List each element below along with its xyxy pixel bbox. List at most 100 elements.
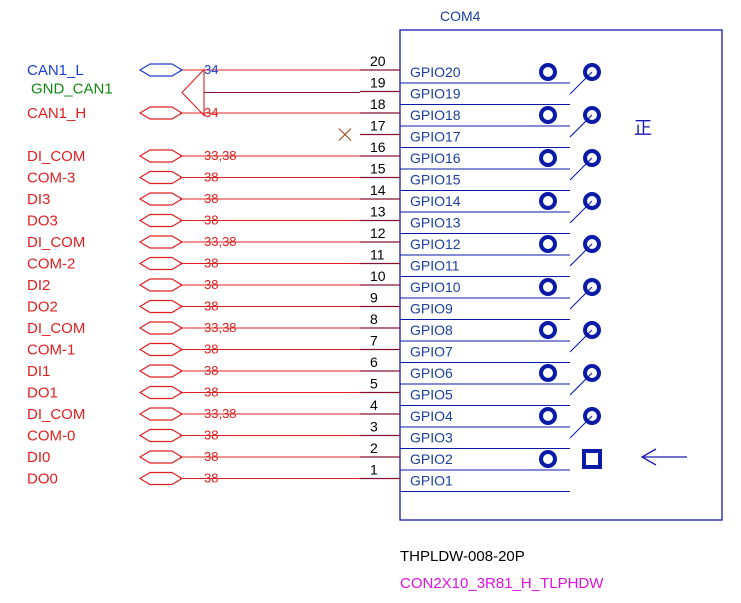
off-page-connector-icon[interactable] — [138, 213, 184, 228]
pin-number: 14 — [370, 182, 386, 198]
off-page-connector-icon[interactable] — [138, 192, 184, 206]
net-label: DI_COM — [27, 148, 85, 165]
pin-name: GPIO9 — [410, 301, 453, 317]
part-number-label: THPLDW-008-20P — [400, 548, 525, 565]
off-page-connector-icon[interactable] — [138, 407, 184, 421]
pin-row-1: 1 GPIO1 DO0 38 — [27, 462, 570, 493]
off-page-connector-icon[interactable] — [138, 278, 184, 292]
pin-name: GPIO18 — [410, 107, 461, 123]
off-page-connector-icon[interactable] — [138, 321, 184, 335]
footprint-label: CON2X10_3R81_H_TLPHDW — [400, 575, 604, 592]
round-pad-icon — [539, 235, 557, 253]
pin-row-13: 13 GPIO13 DO3 38 — [27, 204, 570, 235]
net-label: CAN1_H — [27, 105, 86, 122]
page-reference: 38 — [204, 256, 218, 271]
page-reference: 33,38 — [204, 148, 237, 163]
off-page-connector-icon[interactable] — [138, 63, 184, 77]
off-page-connector-icon[interactable] — [138, 170, 184, 185]
pad-leader — [569, 243, 593, 267]
square-pad-icon — [582, 449, 602, 469]
round-pad-icon — [583, 407, 601, 425]
page-reference: 38 — [204, 449, 218, 464]
orientation-mark: 正 — [634, 118, 652, 138]
pin-row-15: 15 GPIO15 COM-3 38 — [27, 161, 570, 192]
off-page-connector-icon[interactable] — [138, 299, 184, 314]
pin-name: GPIO1 — [410, 473, 453, 489]
pad-pair-1 — [539, 449, 602, 469]
pin-number: 1 — [370, 462, 378, 478]
off-page-connector-icon[interactable] — [138, 385, 184, 400]
off-page-connector-icon[interactable] — [138, 428, 184, 443]
pin-number: 18 — [370, 96, 386, 112]
page-reference: 33,38 — [204, 320, 237, 335]
net-label: DI1 — [27, 363, 50, 380]
off-page-connector-icon[interactable] — [138, 149, 184, 163]
off-page-connector-icon[interactable] — [138, 235, 184, 249]
pin-row-16: 16 GPIO16 DI_COM 33,38 — [27, 139, 570, 170]
pin-row-6: 6 GPIO6 DI1 38 — [27, 354, 570, 385]
pin-name: GPIO13 — [410, 215, 461, 231]
page-reference: 38 — [204, 385, 218, 400]
round-pad-icon — [583, 149, 601, 167]
pad-leader — [569, 372, 593, 396]
pin-number: 4 — [370, 397, 378, 413]
page-reference: 38 — [204, 170, 218, 185]
pin-number: 17 — [370, 118, 386, 134]
pin-name: GPIO20 — [410, 64, 461, 80]
net-label: DO3 — [27, 213, 58, 230]
pad-pair-3 — [539, 364, 601, 396]
pin-name: GPIO6 — [410, 365, 453, 381]
pin-number: 16 — [370, 139, 386, 155]
pin-row-8: 8 GPIO8 DI_COM 33,38 — [27, 311, 570, 342]
pad-pair-9 — [539, 106, 601, 138]
page-reference: 33,38 — [204, 406, 237, 421]
pad-leader — [569, 286, 593, 310]
off-page-connector-icon[interactable] — [138, 256, 184, 271]
pad-pair-4 — [539, 321, 601, 353]
pin-name: GPIO7 — [410, 344, 453, 360]
net-label: DI_COM — [27, 406, 85, 423]
pin-row-19: 19 GPIO19 GND_CAN1 — [31, 68, 570, 117]
component-designator: COM4 — [440, 8, 481, 24]
round-pad-icon — [583, 321, 601, 339]
off-page-connector-icon[interactable] — [138, 364, 184, 378]
page-reference: 38 — [204, 428, 218, 443]
pin-name: GPIO12 — [410, 236, 461, 252]
off-page-connector-icon[interactable] — [138, 450, 184, 464]
off-page-connector-icon[interactable] — [138, 342, 184, 357]
ground-symbol-icon — [181, 68, 205, 117]
pin-name: GPIO2 — [410, 451, 453, 467]
page-reference: 38 — [204, 191, 218, 206]
connector-body[interactable] — [399, 29, 723, 521]
pin-number: 10 — [370, 268, 386, 284]
pad-pair-10 — [539, 63, 601, 95]
pad-leader — [569, 200, 593, 224]
pin-number: 20 — [370, 53, 386, 69]
no-connect-x-icon — [338, 128, 352, 141]
net-label: COM-0 — [27, 428, 75, 445]
pin-name: GPIO11 — [410, 258, 460, 274]
pin-number: 12 — [370, 225, 386, 241]
page-reference: 38 — [204, 363, 218, 378]
pad-leader — [569, 329, 593, 353]
pad-pair-7 — [539, 192, 601, 224]
pin-row-5: 5 GPIO5 DO1 38 — [27, 376, 570, 407]
pad-pair-2 — [539, 407, 601, 439]
net-label: DO0 — [27, 471, 58, 488]
pin-row-12: 12 GPIO12 DI_COM 33,38 — [27, 225, 570, 256]
pin-number: 15 — [370, 161, 386, 177]
pin-row-18: 18 GPIO18 CAN1_H 34 — [27, 96, 570, 127]
pin-number: 13 — [370, 204, 386, 220]
off-page-connector-icon[interactable] — [138, 106, 184, 120]
round-pad-icon — [583, 106, 601, 124]
pad-leader — [569, 71, 593, 95]
pin-number: 7 — [370, 333, 378, 349]
net-label: CAN1_L — [27, 62, 84, 79]
net-label: DO2 — [27, 299, 58, 316]
pin-name: GPIO4 — [410, 408, 453, 424]
pin-number: 6 — [370, 354, 378, 370]
pin-number: 3 — [370, 419, 378, 435]
round-pad-icon — [539, 321, 557, 339]
off-page-connector-icon[interactable] — [138, 471, 184, 486]
